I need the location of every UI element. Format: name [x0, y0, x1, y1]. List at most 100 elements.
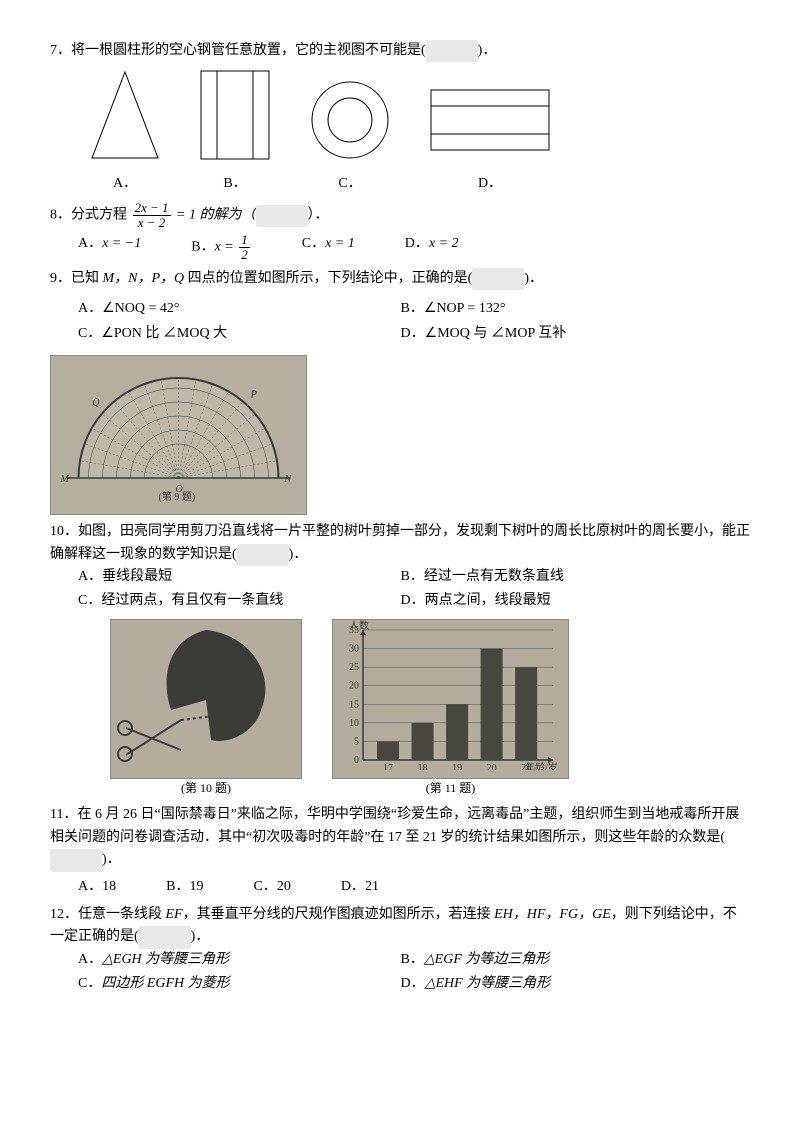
- v: △EGH 为等腰三角形: [102, 952, 229, 967]
- q8-text-b: = 1 的解为（: [176, 208, 255, 223]
- q12-b: B．△EGF 为等边三角形: [401, 949, 724, 971]
- q10-photo-row: (第 10 题) 051015202530351718192021人数年龄/岁 …: [50, 619, 750, 799]
- q7-shapes-row: [50, 70, 750, 168]
- answer-blank[interactable]: [50, 849, 102, 871]
- svg-text:15: 15: [349, 699, 359, 710]
- question-8: 8．分式方程 2x − 1x − 2 = 1 的解为（ ）． A．x = −1 …: [50, 201, 750, 262]
- l: D．: [401, 593, 425, 608]
- answer-blank[interactable]: [426, 40, 478, 62]
- q10-num: 10．: [50, 524, 78, 539]
- svg-text:人数: 人数: [349, 620, 369, 632]
- v: 18: [102, 879, 116, 894]
- q11-b: B．19: [166, 876, 203, 898]
- q10-a: A．垂线段最短: [78, 566, 401, 588]
- l: C．: [78, 976, 101, 991]
- svg-text:N: N: [284, 474, 293, 485]
- q8-opt-b: B．x = 12: [191, 233, 252, 261]
- q9-pts: M，N，P，Q: [103, 271, 185, 286]
- q11-end: )．: [102, 852, 121, 867]
- q7-text: 将一根圆柱形的空心钢管任意放置，它的主视图不可能是(: [71, 43, 426, 58]
- q8-options: A．x = −1 B．x = 12 C．x = 1 D． x = 2: [50, 233, 750, 261]
- svg-text:30: 30: [349, 643, 359, 654]
- opt-label: C．: [302, 236, 325, 251]
- l: B．: [166, 879, 189, 894]
- q9-options: A．∠NOQ = 42° B．∠NOP = 132° C．∠PON 比 ∠MOQ…: [50, 298, 750, 347]
- q12-options: A．△EGH 为等腰三角形 B．△EGF 为等边三角形 C．四边形 EGFH 为…: [50, 949, 750, 998]
- q7-label-a: A．: [90, 173, 160, 195]
- q11-a: A．18: [78, 876, 116, 898]
- answer-blank[interactable]: [472, 268, 524, 290]
- svg-text:10: 10: [349, 718, 359, 729]
- v: △EHF 为等腰三角形: [425, 976, 550, 991]
- q8-opt-a: A．x = −1: [78, 233, 141, 261]
- answer-blank[interactable]: [139, 926, 191, 948]
- svg-text:20: 20: [487, 763, 497, 770]
- opt-val: x = 1: [325, 236, 355, 251]
- opt-b-frac: 12: [239, 233, 250, 261]
- svg-text:19: 19: [452, 763, 462, 770]
- q9-opt-d: D．∠MOQ 与 ∠MOP 互补: [401, 323, 724, 345]
- v: 四边形 EGFH 为菱形: [101, 976, 229, 991]
- q8-fraction: 2x − 1x − 2: [133, 201, 171, 229]
- q11-text: 在 6 月 26 日“国际禁毒日”来临之际，华明中学围绕“珍爱生命，远离毒品”主…: [50, 807, 739, 844]
- q7-num: 7．: [50, 43, 71, 58]
- q7-labels: A． B． C． D．: [50, 173, 750, 195]
- q12-d: D．△EHF 为等腰三角形: [401, 973, 724, 995]
- l: D．: [401, 976, 425, 991]
- q8-text-a: 分式方程: [71, 208, 127, 223]
- v: △EGF 为等边三角形: [424, 952, 549, 967]
- svg-text:20: 20: [349, 681, 359, 692]
- chart-svg: 051015202530351718192021人数年龄/岁: [333, 620, 568, 770]
- q11-num: 11．: [50, 807, 77, 822]
- opt-label: B．: [191, 240, 214, 255]
- shape-triangle: [90, 70, 160, 168]
- svg-text:25: 25: [349, 662, 359, 673]
- l: C．: [78, 593, 101, 608]
- q12-d: )．: [191, 929, 210, 944]
- opt-prefix: x =: [215, 240, 238, 255]
- v: ∠PON 比 ∠MOQ 大: [101, 326, 227, 341]
- q11-d: D．21: [341, 876, 379, 898]
- q7-label-b: B．: [200, 173, 270, 195]
- answer-blank[interactable]: [237, 544, 289, 566]
- answer-blank[interactable]: [256, 205, 308, 227]
- q9-b: 四点的位置如图所示，下列结论中，正确的是(: [184, 271, 472, 286]
- svg-text:年龄/岁: 年龄/岁: [525, 761, 558, 770]
- leaf-caption: (第 10 题): [110, 779, 302, 798]
- shape-rect-horizontal: [430, 70, 550, 168]
- l: D．: [401, 326, 425, 341]
- question-11: 11．在 6 月 26 日“国际禁毒日”来临之际，华明中学围绕“珍爱生命，远离毒…: [50, 804, 750, 898]
- v: 垂线段最短: [102, 569, 172, 584]
- l: A．: [78, 569, 102, 584]
- fn: 1: [239, 233, 250, 248]
- svg-text:18: 18: [418, 763, 428, 770]
- svg-text:Q: Q: [92, 398, 100, 409]
- q12-a: A．△EGH 为等腰三角形: [78, 949, 401, 971]
- chart-photo: 051015202530351718192021人数年龄/岁: [332, 619, 569, 779]
- fd: 2: [239, 248, 250, 262]
- question-9: 9．已知 M，N，P，Q 四点的位置如图所示，下列结论中，正确的是( )． A．…: [50, 268, 750, 347]
- q10-options: A．垂线段最短 B．经过一点有无数条直线 C．经过两点，有且仅有一条直线 D．两…: [50, 566, 750, 615]
- shape-concentric-circles: [310, 70, 390, 168]
- q7-end: )．: [478, 43, 497, 58]
- q9-opt-a: A．∠NOQ = 42°: [78, 298, 401, 320]
- l: A．: [78, 301, 102, 316]
- v: ∠NOP = 132°: [424, 301, 506, 316]
- l: B．: [401, 301, 424, 316]
- l: B．: [401, 569, 424, 584]
- shape-rect-vertical: [200, 70, 270, 168]
- q11-options: A．18 B．19 C．20 D．21: [50, 876, 750, 898]
- opt-label: D．: [405, 236, 429, 251]
- q10-d: D．两点之间，线段最短: [401, 590, 724, 612]
- v: 经过两点，有且仅有一条直线: [101, 593, 283, 608]
- v: 两点之间，线段最短: [425, 593, 551, 608]
- svg-text:0: 0: [354, 755, 359, 766]
- l: C．: [78, 326, 101, 341]
- q8-num: 8．: [50, 208, 71, 223]
- q11-c: C．20: [253, 876, 290, 898]
- v: 21: [365, 879, 379, 894]
- question-12: 12．任意一条线段 EF，其垂直平分线的尺规作图痕迹如图所示，若连接 EH，HF…: [50, 904, 750, 998]
- protractor-svg: MNOQP(第 9 题): [51, 356, 306, 506]
- svg-text:(第 9 题): (第 9 题): [159, 490, 196, 503]
- q7-label-c: C．: [310, 173, 390, 195]
